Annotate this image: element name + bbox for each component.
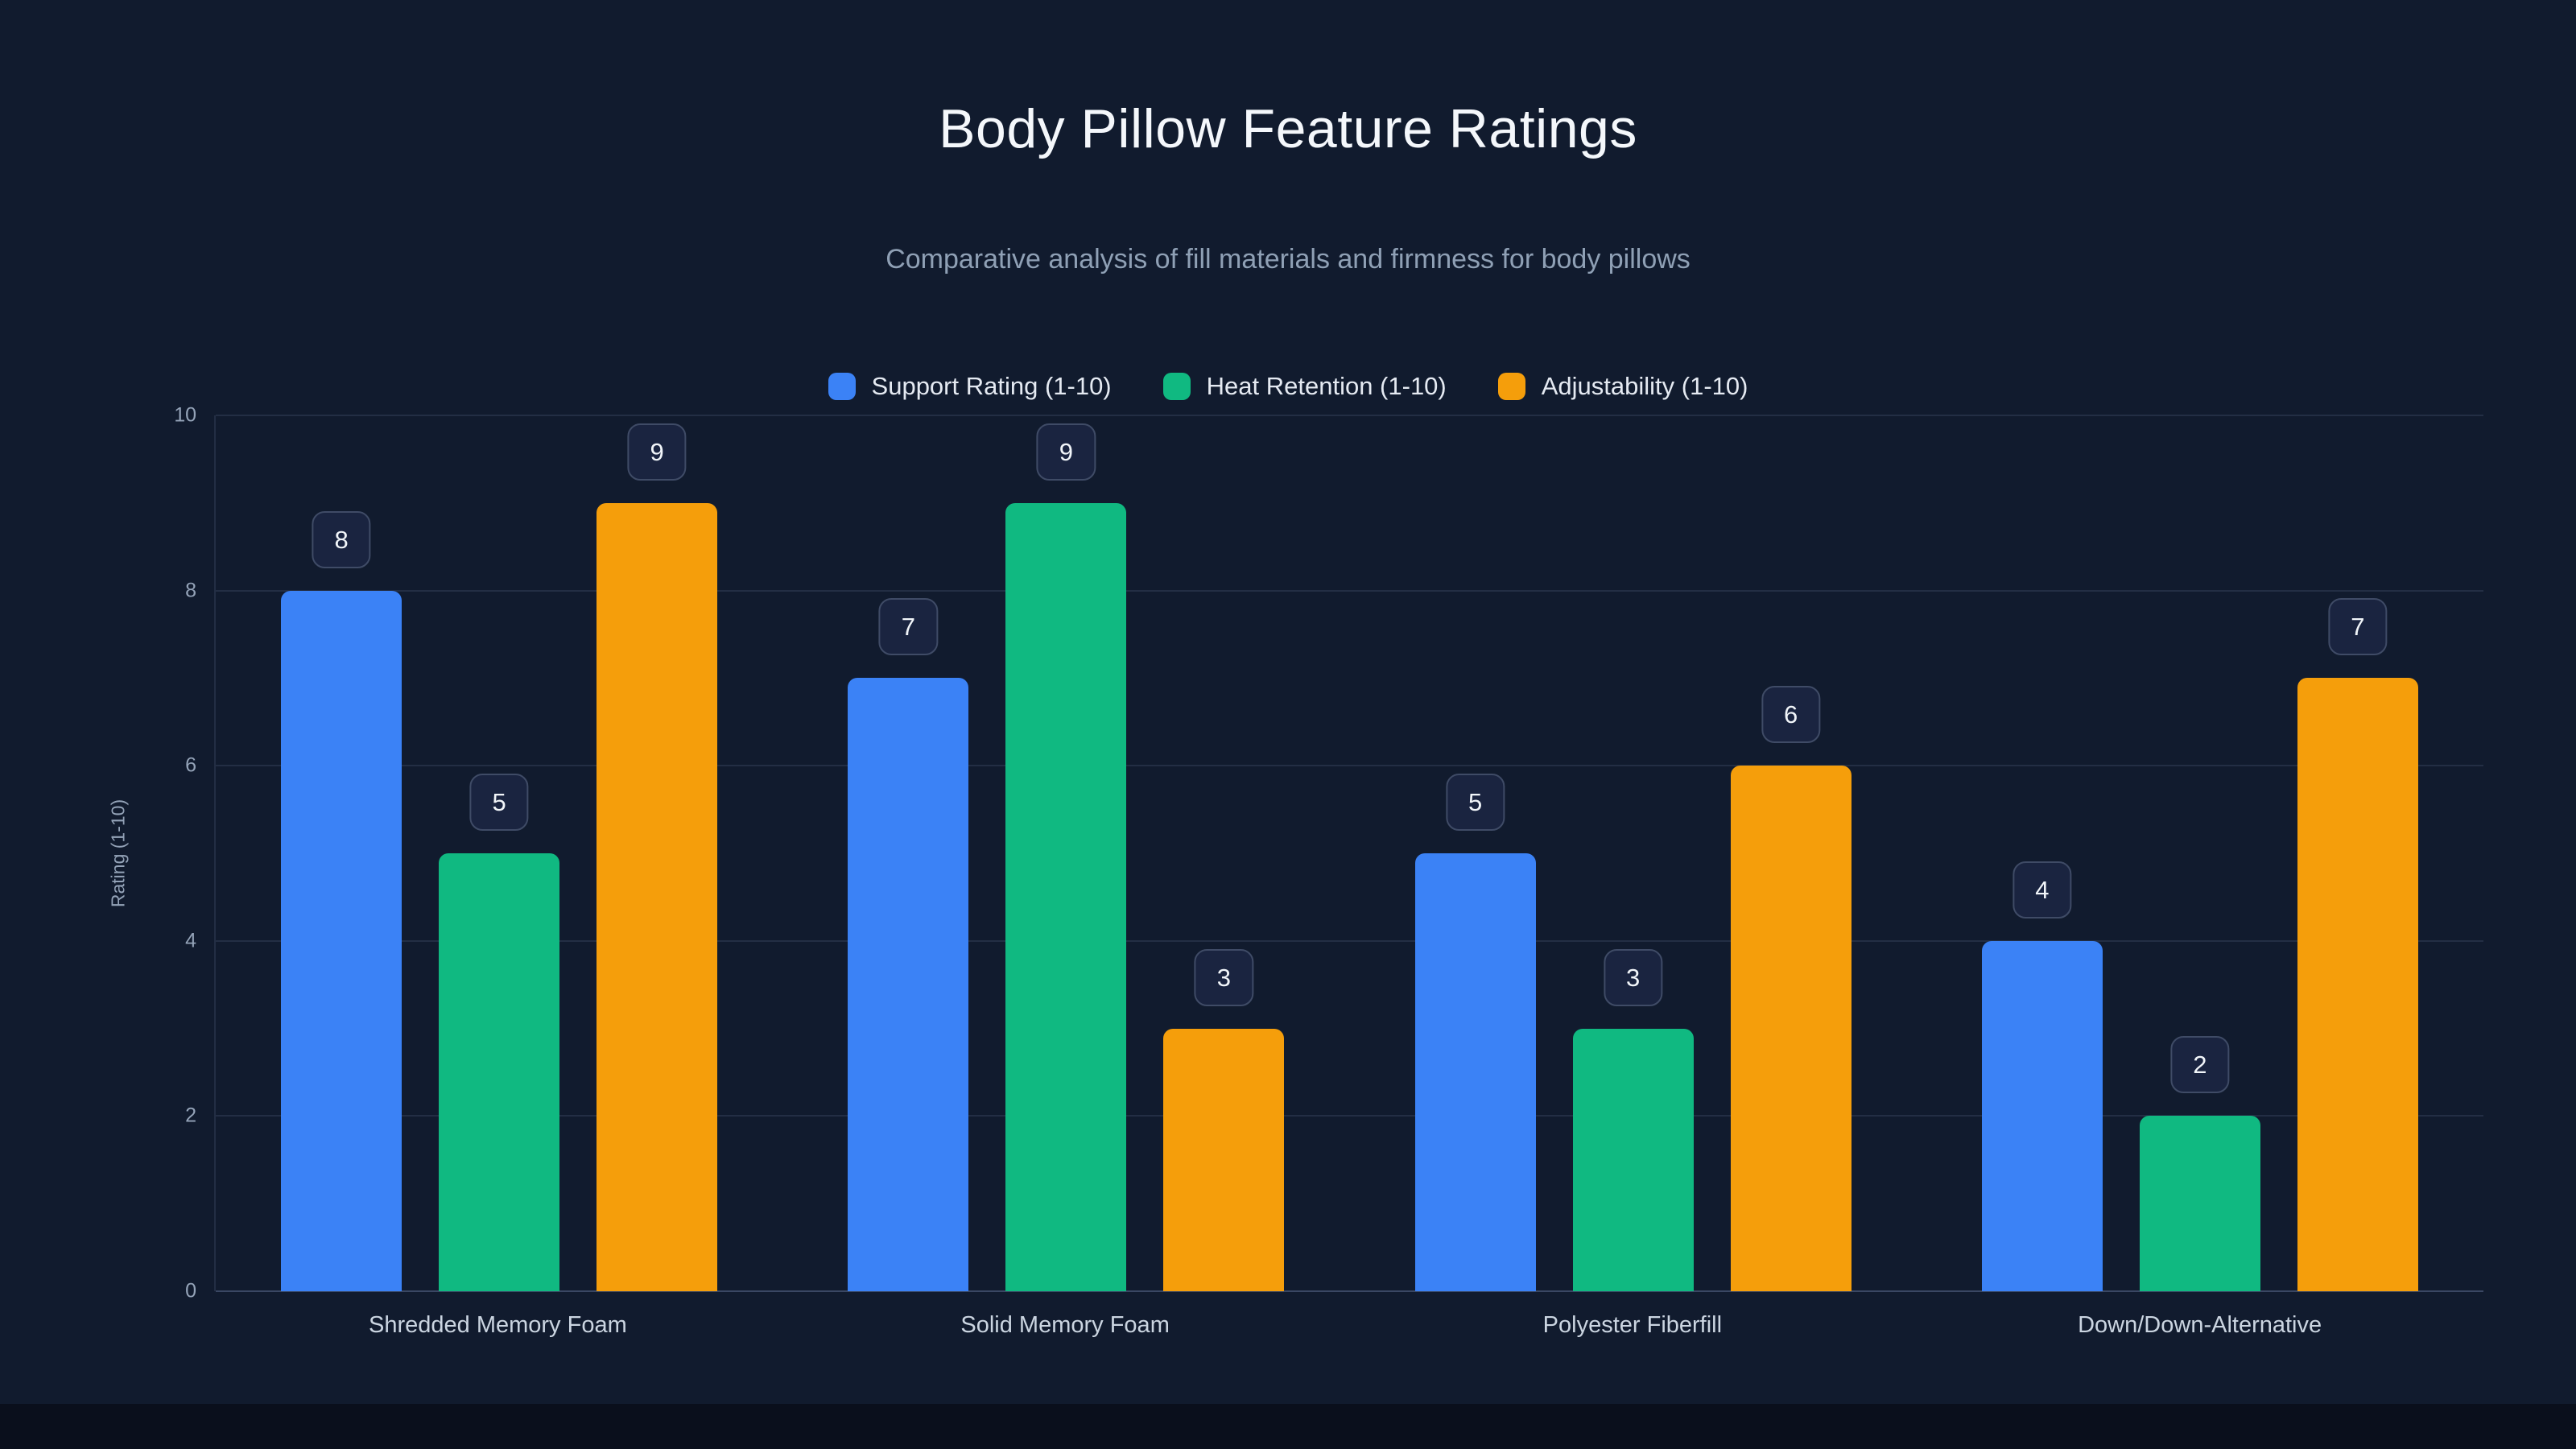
y-tick-label: 8 <box>185 579 196 602</box>
legend-item-1[interactable]: Heat Retention (1-10) <box>1162 372 1447 401</box>
legend-label: Support Rating (1-10) <box>871 372 1112 400</box>
gridline <box>216 589 2483 592</box>
bar-value-badge: 2 <box>2170 1036 2230 1094</box>
y-axis-title: Rating (1-10) <box>107 799 129 908</box>
bar-group: 7 9 3 <box>782 415 1349 1291</box>
legend-item-0[interactable]: Support Rating (1-10) <box>828 372 1112 401</box>
gridline <box>216 415 2483 416</box>
bar <box>1163 1028 1285 1291</box>
bar-value-badge: 9 <box>1036 423 1096 481</box>
bar <box>1981 940 2103 1291</box>
gridline <box>216 1290 2483 1292</box>
legend-swatch <box>828 373 856 400</box>
legend-swatch <box>1497 373 1525 400</box>
bar <box>1414 853 1536 1291</box>
plot-area: 0 2 4 6 8 10 8 5 9 7 9 3 5 3 6 4 2 7 <box>174 405 2483 1301</box>
bar-slot: 5 <box>439 415 560 1291</box>
bar-slot: 7 <box>2297 415 2418 1291</box>
x-category-label: Polyester Fiberfill <box>1542 1312 1723 1338</box>
chart-title: Body Pillow Feature Ratings <box>939 98 1637 159</box>
x-category-label: Shredded Memory Foam <box>369 1312 627 1338</box>
bar-slot: 9 <box>597 415 718 1291</box>
bar-slot: 4 <box>1981 415 2103 1291</box>
bar <box>281 590 402 1291</box>
bar-slot: 2 <box>2139 415 2260 1291</box>
bar <box>848 678 969 1291</box>
bar-slot: 6 <box>1730 415 1852 1291</box>
legend-item-2[interactable]: Adjustability (1-10) <box>1497 372 1748 401</box>
y-tick-label: 10 <box>174 403 196 427</box>
x-category-label: Down/Down-Alternative <box>2078 1312 2322 1338</box>
legend-label: Adjustability (1-10) <box>1541 372 1748 400</box>
bar-slot: 3 <box>1572 415 1694 1291</box>
gridline <box>216 765 2483 767</box>
bar-value-badge: 9 <box>627 423 687 481</box>
y-tick-label: 0 <box>185 1279 196 1302</box>
bar-chart: Rating (1-10) 0 2 4 6 8 10 8 5 9 7 9 3 5 3 6 4 2 7 Shredd… <box>0 405 2576 1339</box>
bar-value-badge: 8 <box>312 510 371 568</box>
bar <box>1572 1028 1694 1291</box>
legend-swatch <box>1162 373 1191 400</box>
gridline <box>216 939 2483 942</box>
bar-group: 5 3 6 <box>1350 415 1917 1291</box>
y-tick-label: 6 <box>185 753 196 777</box>
bar-slot: 7 <box>848 415 969 1291</box>
bar <box>1730 766 1852 1291</box>
bar-groups: 8 5 9 7 9 3 5 3 6 4 2 7 <box>216 415 2483 1291</box>
bar-value-badge: 5 <box>469 774 529 831</box>
x-axis-labels: Shredded Memory Foam Solid Memory Foam Pol… <box>214 1312 2483 1339</box>
bar <box>1005 502 1127 1291</box>
bar-group: 8 5 9 <box>216 415 782 1291</box>
bar-slot: 5 <box>1414 415 1536 1291</box>
bar-value-badge: 6 <box>1761 686 1821 744</box>
bar-group: 4 2 7 <box>1917 415 2483 1291</box>
bar <box>2139 1116 2260 1291</box>
bar-value-badge: 7 <box>878 598 938 656</box>
bar-slot: 3 <box>1163 415 1285 1291</box>
legend-label: Heat Retention (1-10) <box>1206 372 1447 400</box>
bar <box>597 502 718 1291</box>
bar-value-badge: 4 <box>2013 861 2072 919</box>
bar <box>2297 678 2418 1291</box>
y-tick-label: 4 <box>185 929 196 952</box>
y-tick-label: 2 <box>185 1104 196 1127</box>
bar-slot: 8 <box>281 415 402 1291</box>
bar-value-badge: 5 <box>1446 774 1505 831</box>
footer-strip <box>0 1404 2576 1449</box>
bar-value-badge: 3 <box>1604 948 1663 1006</box>
bar-slot: 9 <box>1005 415 1127 1291</box>
chart-subtitle: Comparative analysis of fill materials a… <box>886 244 1690 275</box>
legend: Support Rating (1-10) Heat Retention (1-1… <box>0 370 2576 402</box>
gridline <box>216 1115 2483 1117</box>
x-category-label: Solid Memory Foam <box>960 1312 1170 1338</box>
bar-value-badge: 3 <box>1194 948 1253 1006</box>
bar <box>439 853 560 1291</box>
bar-value-badge: 7 <box>2328 598 2388 656</box>
